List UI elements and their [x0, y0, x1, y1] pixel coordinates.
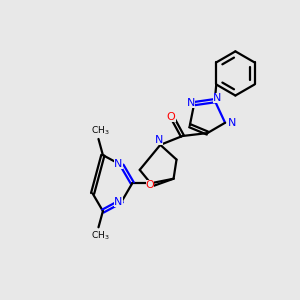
Text: N: N — [114, 197, 123, 207]
Text: CH$_3$: CH$_3$ — [91, 230, 109, 242]
Text: N: N — [187, 98, 195, 108]
Text: N: N — [213, 93, 221, 103]
Text: N: N — [155, 135, 163, 146]
Text: N: N — [114, 159, 123, 169]
Text: O: O — [146, 181, 154, 190]
Text: O: O — [167, 112, 176, 122]
Text: CH$_3$: CH$_3$ — [91, 124, 109, 136]
Text: N: N — [227, 118, 236, 128]
